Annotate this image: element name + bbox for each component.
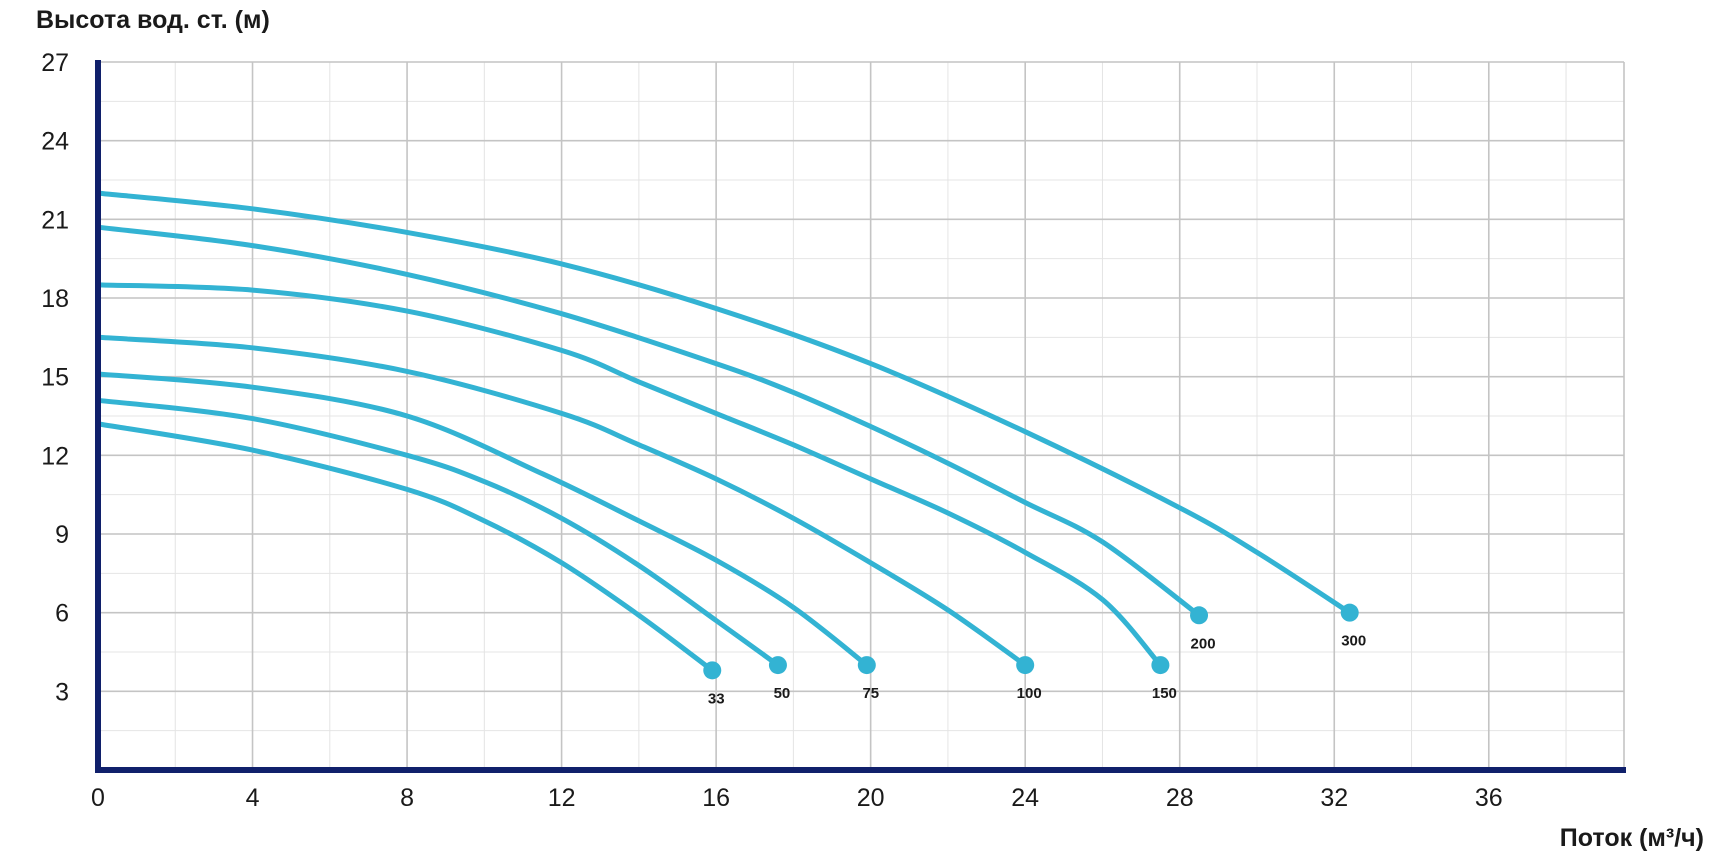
curve-line-150	[95, 282, 1163, 668]
x-axis-title: Поток (м³/ч)	[1560, 824, 1704, 852]
y-tick-label: 3	[55, 678, 69, 706]
curve-label-50: 50	[774, 685, 791, 702]
curve-label-33: 33	[708, 690, 725, 707]
x-tick-label: 4	[246, 784, 260, 812]
y-tick-label: 21	[41, 206, 69, 234]
curve-endpoint-33	[703, 661, 722, 680]
y-tick-label: 24	[41, 128, 69, 156]
y-tick-label: 15	[41, 364, 69, 392]
curve-line-50	[95, 397, 781, 668]
curve-endpoint-150	[1151, 656, 1170, 675]
y-axis-title: Высота вод. ст. (м)	[36, 6, 270, 34]
y-tick-label: 12	[41, 442, 69, 470]
grid	[98, 61, 1625, 770]
axes	[95, 60, 1626, 773]
curve-endpoint-300	[1340, 603, 1359, 622]
x-tick-label: 36	[1475, 784, 1503, 812]
curve-label-100: 100	[1017, 685, 1042, 702]
curve-label-75: 75	[862, 685, 879, 702]
x-tick-label: 28	[1166, 784, 1194, 812]
x-tick-label: 8	[400, 784, 414, 812]
curve-label-150: 150	[1152, 685, 1177, 702]
x-tick-label: 12	[548, 784, 576, 812]
y-tick-label: 27	[41, 49, 69, 77]
y-tick-label: 6	[55, 600, 69, 628]
curve-label-300: 300	[1341, 633, 1366, 650]
curve-line-300	[95, 190, 1353, 616]
curve-endpoint-200	[1190, 606, 1209, 625]
curve-line-100	[95, 334, 1028, 668]
x-tick-label: 24	[1011, 784, 1039, 812]
curve-line-200	[95, 224, 1202, 618]
curve-label-200: 200	[1191, 635, 1216, 652]
curve-endpoint-100	[1016, 656, 1035, 675]
x-tick-label: 16	[702, 784, 730, 812]
curve-line-33	[95, 421, 715, 673]
curve-line-75	[95, 371, 870, 668]
x-tick-label: 32	[1320, 784, 1348, 812]
x-tick-label: 20	[857, 784, 885, 812]
y-tick-label: 18	[41, 285, 69, 313]
curve-endpoint-75	[857, 656, 876, 675]
y-tick-label: 9	[55, 521, 69, 549]
curves	[95, 190, 1359, 680]
curve-labels: 33 50 75 100 150 200 300	[708, 633, 1366, 708]
curve-endpoint-50	[768, 656, 787, 675]
x-tick-label: 0	[91, 784, 105, 812]
